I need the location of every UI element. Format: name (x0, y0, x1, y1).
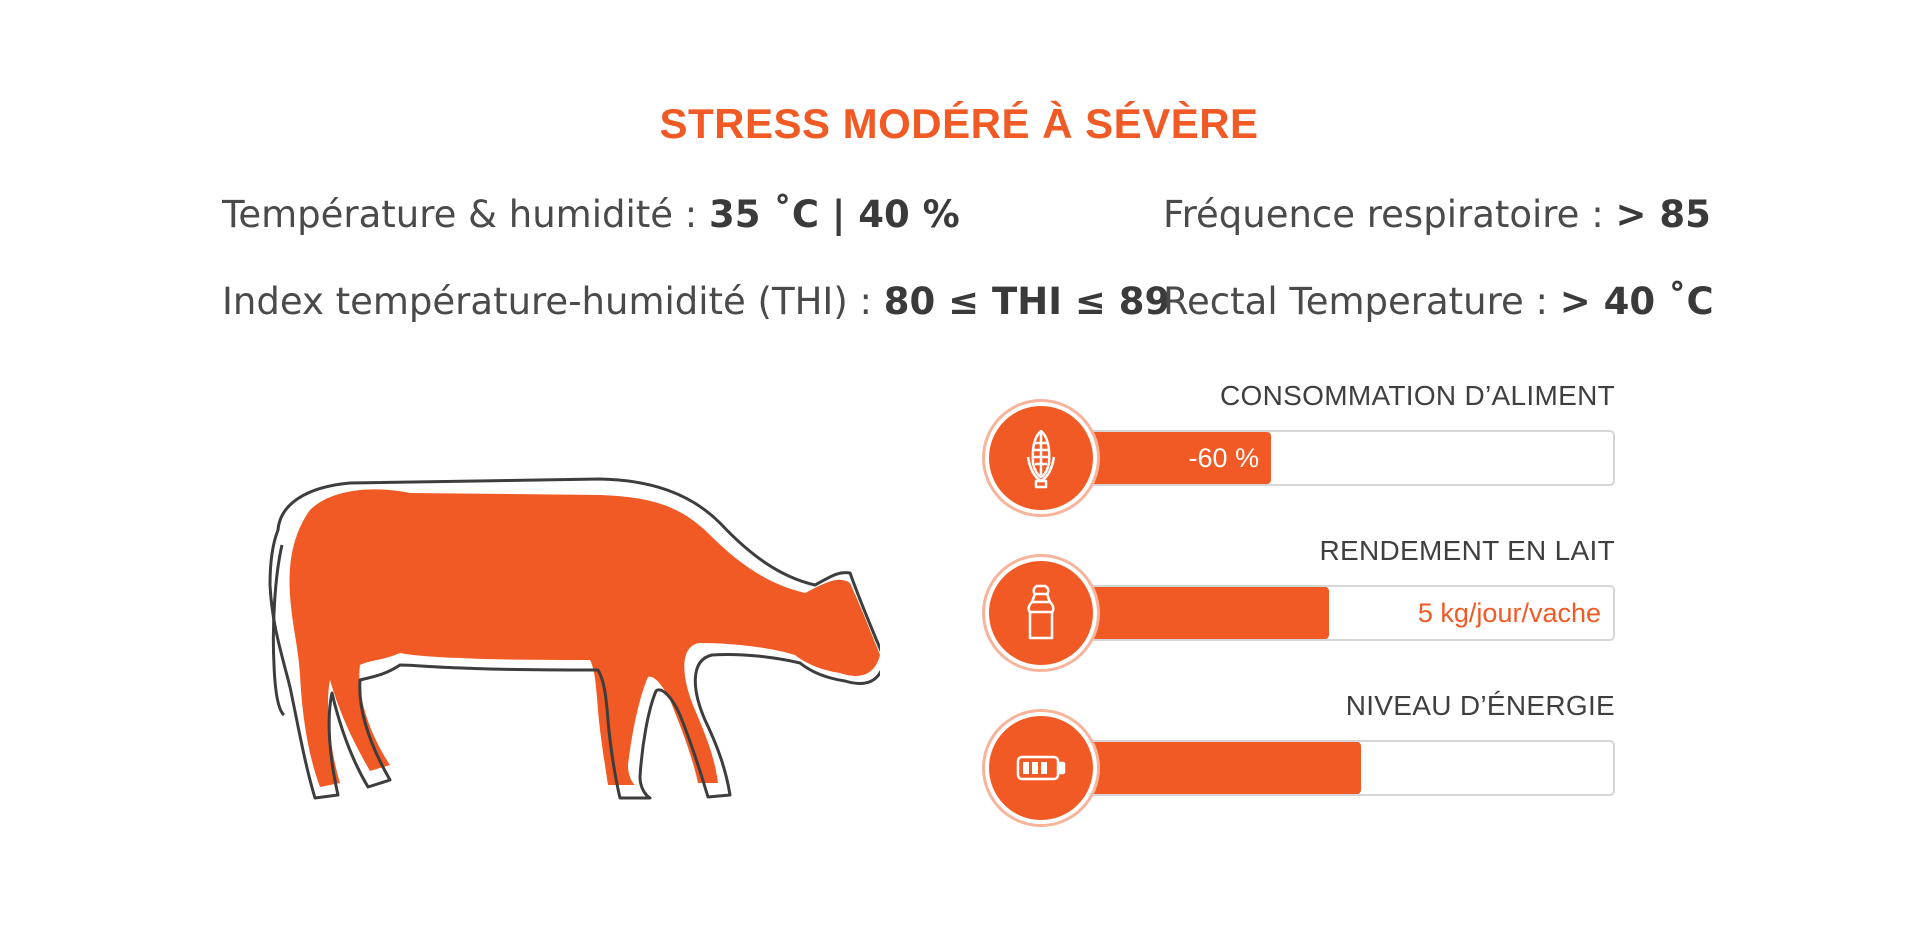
progress-bar-fill (1087, 432, 1272, 484)
metric-energy-level: NIVEAU D’ÉNERGIE (985, 690, 1615, 840)
progress-bar-fill (1087, 742, 1361, 794)
stat-value: > 40 ˚C (1559, 280, 1714, 323)
milk-can-icon (985, 557, 1097, 669)
stat-thi: Index température-humidité (THI) : 80 ≤ … (222, 280, 1170, 323)
metric-feed-intake: CONSOMMATION D’ALIMENT -60 % (985, 380, 1615, 530)
stat-label: Température & humidité : (222, 193, 709, 236)
stat-value: > 85 (1615, 193, 1711, 236)
progress-bar-label: -60 % (1188, 443, 1260, 473)
corn-icon (985, 402, 1097, 514)
cow-icon (268, 477, 880, 800)
stat-label: Rectal Temperature : (1163, 280, 1560, 323)
stat-value: 80 ≤ THI ≤ 89 (883, 280, 1171, 323)
progress-bar-label: 5 kg/jour/vache (1417, 598, 1601, 628)
metric-title: CONSOMMATION D’ALIMENT (1220, 380, 1615, 411)
battery-icon (985, 712, 1097, 824)
stat-label: Index température-humidité (THI) : (222, 280, 884, 323)
metric-milk-yield: RENDEMENT EN LAIT 5 kg/jour/vache (985, 535, 1615, 685)
metric-title: NIVEAU D’ÉNERGIE (1345, 690, 1615, 721)
progress-bar-track (1085, 740, 1615, 796)
metric-title: RENDEMENT EN LAIT (1319, 535, 1615, 566)
stat-value: 35 ˚C | 40 % (709, 193, 960, 236)
stat-rectal-temperature: Rectal Temperature : > 40 ˚C (1163, 280, 1714, 323)
progress-bar-track: 5 kg/jour/vache (1085, 585, 1615, 641)
progress-bar-track: -60 % (1085, 430, 1615, 486)
stat-temperature-humidity: Température & humidité : 35 ˚C | 40 % (222, 193, 960, 236)
progress-bar-fill (1087, 587, 1329, 639)
stat-label: Fréquence respiratoire : (1163, 193, 1616, 236)
page-title: STRESS MODÉRÉ À SÉVÈRE (659, 100, 1259, 147)
stat-respiratory-rate: Fréquence respiratoire : > 85 (1163, 193, 1711, 236)
